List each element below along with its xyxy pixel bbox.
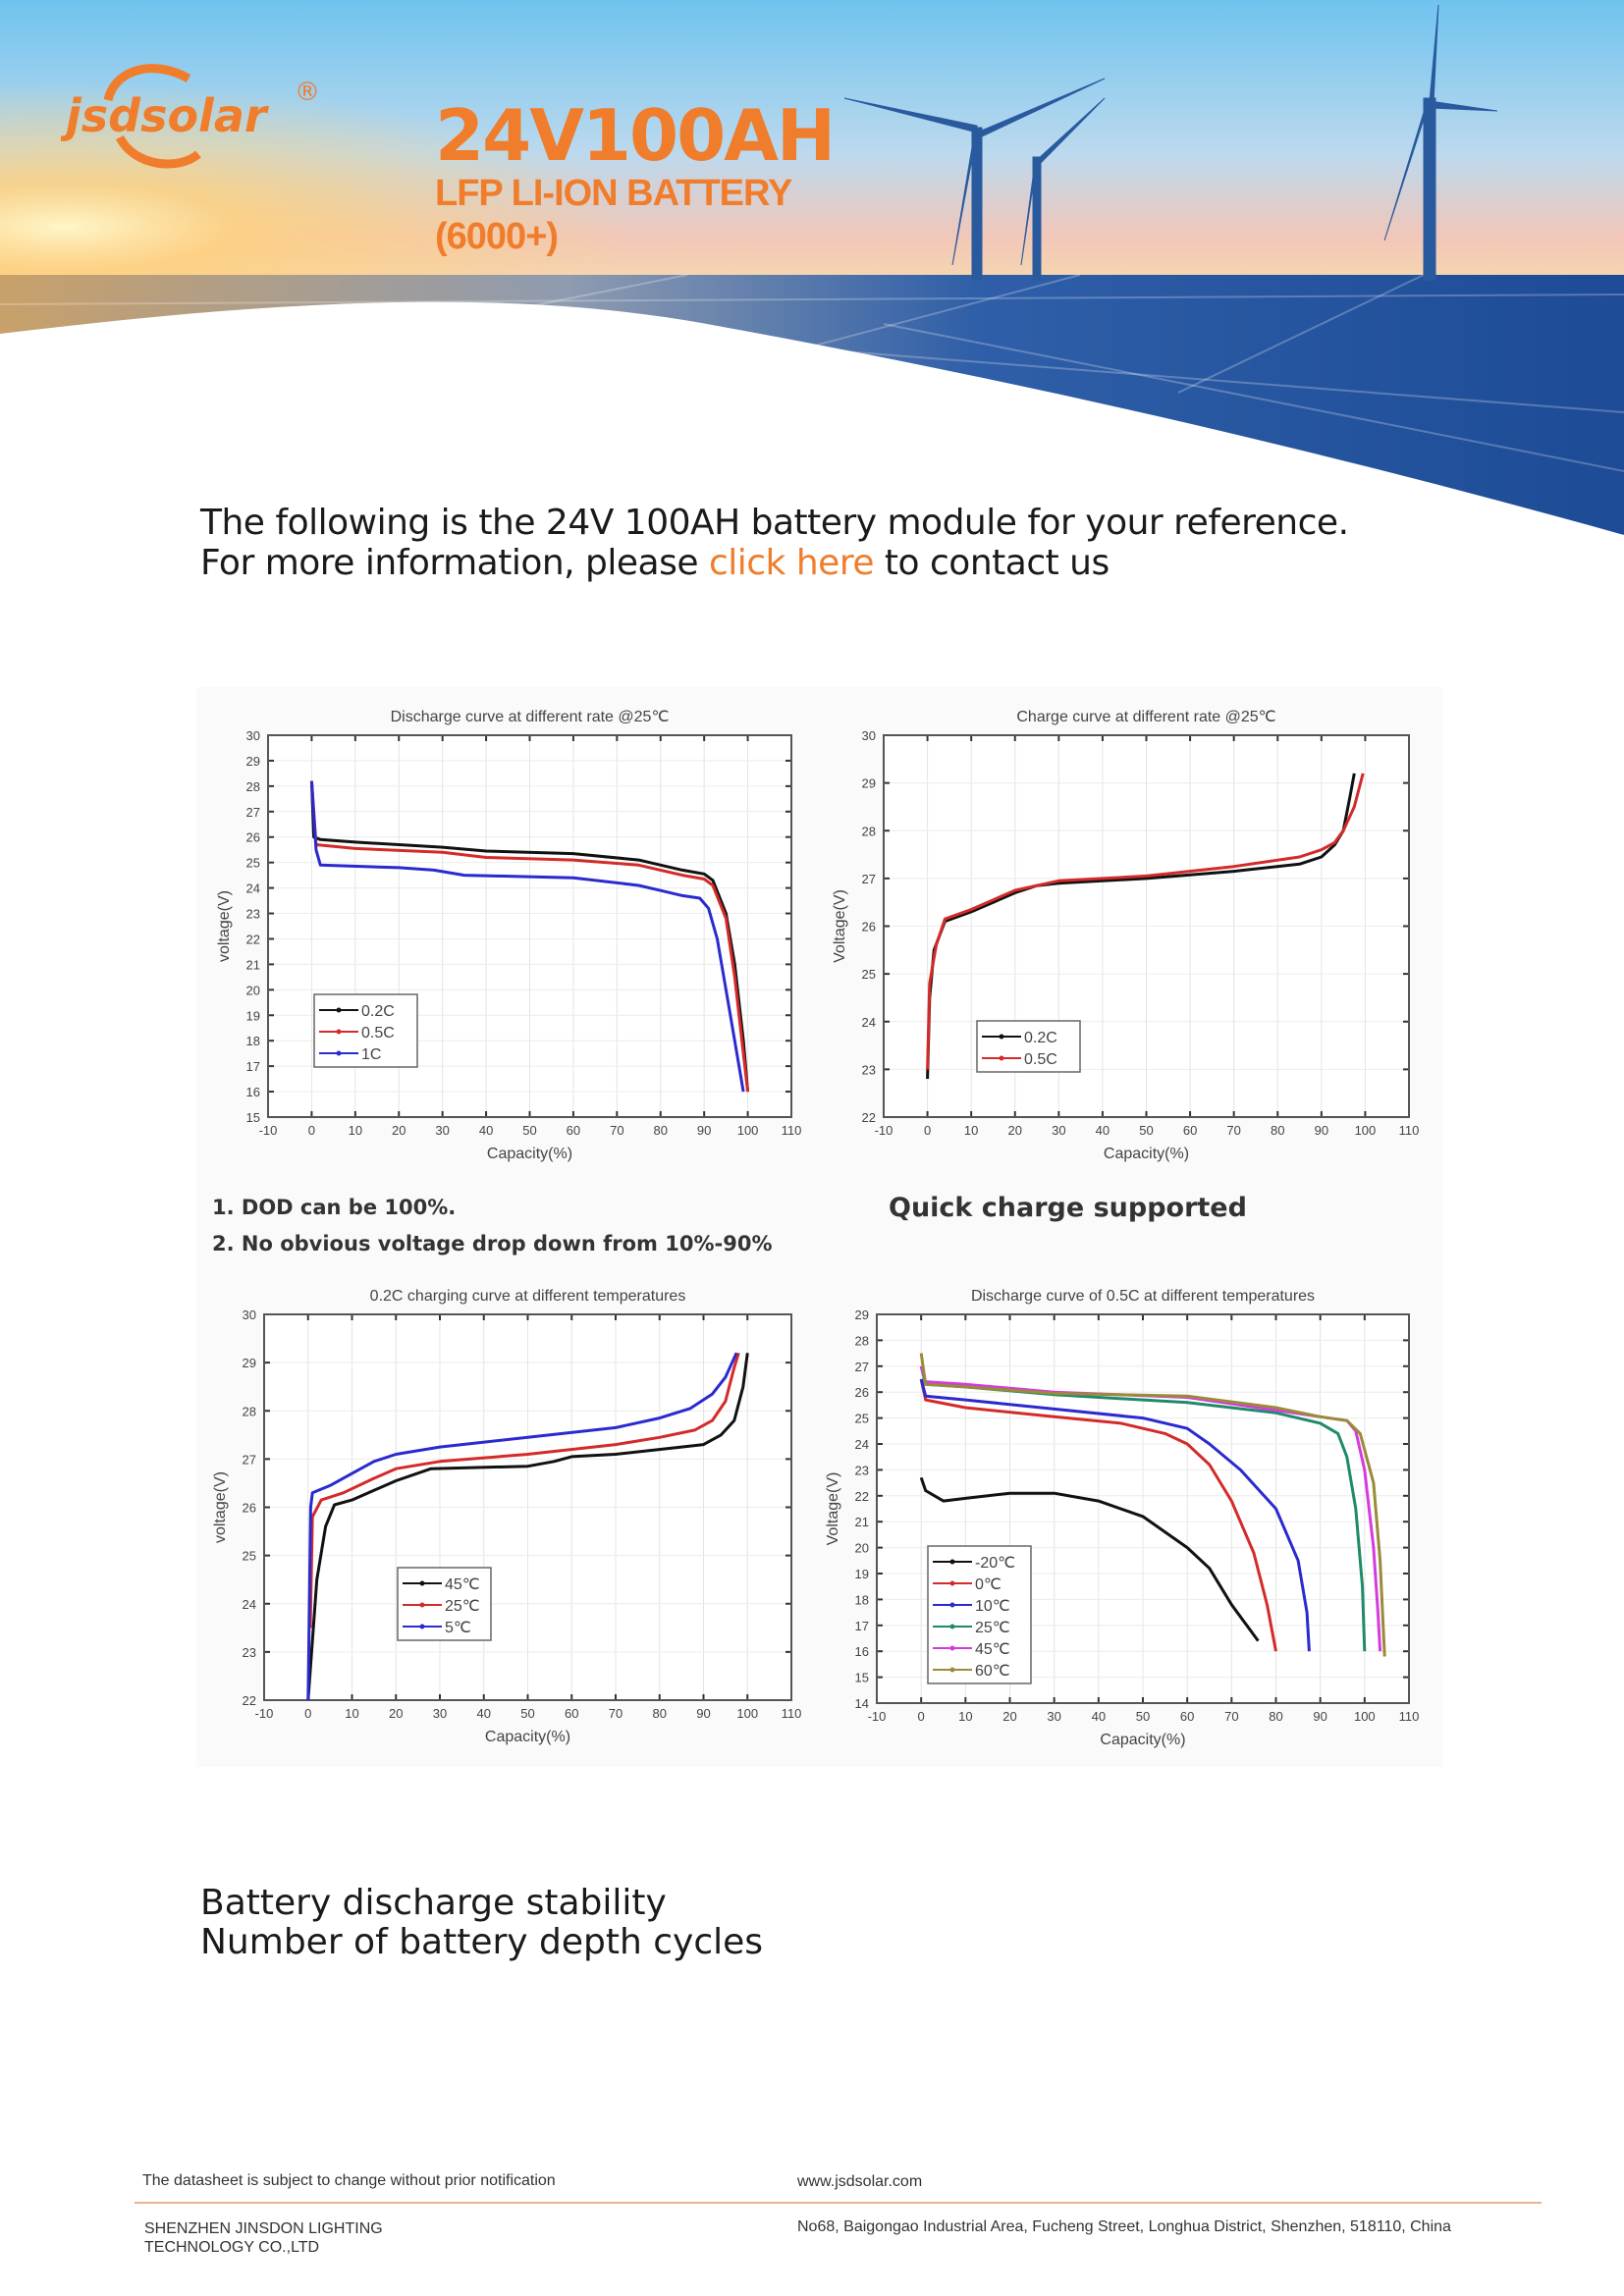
footer-divider <box>135 2202 1542 2204</box>
footer-company-line2: TECHNOLOGY CO.,LTD <box>144 2239 320 2256</box>
contact-link[interactable]: click here <box>708 543 875 583</box>
registered-mark: ® <box>295 78 320 107</box>
section-discharge-stability: Battery discharge stability <box>200 1883 667 1923</box>
intro-text-end: to contact us <box>873 543 1110 583</box>
logo-arc-top <box>103 64 191 102</box>
intro-line-2: For more information, please click here … <box>200 543 1110 583</box>
footer-address: No68, Baigongao Industrial Area, Fucheng… <box>797 2218 1451 2235</box>
intro-line-1: The following is the 24V 100AH battery m… <box>200 503 1349 543</box>
header-banner-image <box>0 0 1624 550</box>
charts-panel <box>196 687 1443 1767</box>
footer-company-line1: SHENZHEN JINSDON LIGHTING <box>144 2220 383 2237</box>
note-dod: 1. DOD can be 100%. <box>212 1196 457 1219</box>
footer-website[interactable]: www.jsdsolar.com <box>797 2173 923 2190</box>
note-voltage-drop: 2. No obvious voltage drop down from 10%… <box>212 1232 773 1255</box>
intro-text: For more information, please <box>200 543 709 583</box>
product-title: 24V100AH <box>435 94 836 177</box>
quick-charge-note: Quick charge supported <box>889 1193 1247 1223</box>
section-depth-cycles: Number of battery depth cycles <box>200 1922 764 1962</box>
product-subtitle: LFP LI-ION BATTERY <box>435 173 792 214</box>
jsdsolar-logo: jsdsolar ® <box>61 64 320 169</box>
footer-disclaimer: The datasheet is subject to change witho… <box>142 2172 556 2189</box>
logo-text: jsdsolar <box>61 89 270 142</box>
cycle-count: (6000+) <box>435 216 559 257</box>
logo-arc-bottom <box>115 134 201 169</box>
